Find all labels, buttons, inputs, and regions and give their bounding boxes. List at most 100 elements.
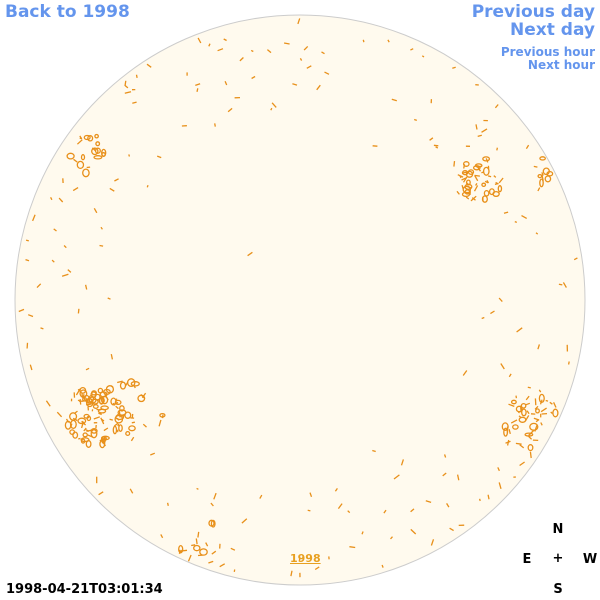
contour-mark [425, 500, 432, 504]
contour-mark [197, 37, 202, 44]
contour-mark [519, 461, 525, 467]
contour-mark [45, 400, 51, 407]
contour-mark [472, 165, 481, 171]
contour-mark [223, 38, 227, 42]
contour-mark [512, 424, 519, 430]
contour-mark [498, 482, 502, 489]
contour-mark [87, 135, 94, 142]
contour-mark [545, 399, 549, 402]
contour-mark [433, 144, 439, 147]
contour-mark [525, 402, 531, 406]
contour-mark [230, 547, 236, 551]
contour-mark [290, 570, 293, 577]
contour-mark [95, 141, 101, 147]
contour-mark [442, 472, 447, 477]
contour-mark [224, 81, 228, 86]
contour-mark [481, 128, 488, 133]
contour-mark [73, 410, 78, 415]
previous-day-link[interactable]: Previous day [471, 2, 595, 22]
contour-mark [525, 144, 530, 150]
contour-mark [462, 176, 468, 183]
back-to-year-link[interactable]: Back to 1998 [5, 2, 130, 22]
contour-mark [461, 171, 468, 174]
contour-mark [105, 385, 115, 394]
next-hour-link[interactable]: Next hour [527, 58, 595, 72]
contour-mark [178, 544, 184, 554]
contour-mark [96, 408, 101, 411]
contour-mark [100, 226, 103, 230]
contour-mark [99, 244, 104, 247]
contour-mark [77, 399, 81, 402]
contour-mark [214, 123, 216, 127]
contour-mark [400, 459, 405, 466]
contour-mark [383, 509, 387, 514]
contour-mark [270, 107, 273, 111]
contour-mark [122, 414, 125, 418]
contour-mark [410, 508, 415, 513]
previous-hour-link[interactable]: Previous hour [500, 45, 595, 59]
contour-mark [104, 393, 109, 401]
contour-mark [98, 397, 104, 405]
contour-mark [552, 408, 559, 418]
contour-mark [307, 509, 311, 512]
contour-mark [241, 518, 248, 524]
contour-mark [525, 395, 530, 401]
contour-mark [110, 397, 117, 406]
contour-mark [316, 84, 321, 91]
contour-mark [79, 389, 88, 398]
contour-mark [498, 297, 503, 303]
contour-mark [239, 57, 244, 62]
contour-mark [457, 174, 464, 178]
contour-mark [518, 410, 521, 414]
contour-mark [195, 83, 201, 87]
contour-mark [114, 178, 119, 182]
contour-mark [70, 423, 73, 427]
contour-mark [297, 18, 301, 25]
contour-mark [573, 257, 578, 261]
contour-mark [158, 419, 162, 427]
contour-mark [541, 172, 544, 176]
contour-mark [303, 45, 309, 51]
contour-mark [465, 170, 474, 178]
contour-mark [124, 91, 132, 94]
contour-mark [101, 440, 106, 447]
contour-mark [84, 284, 88, 290]
magnetic-contour-features [18, 18, 578, 578]
contour-mark [129, 488, 134, 494]
contour-mark [98, 412, 102, 416]
contour-mark [141, 392, 147, 399]
contour-mark [110, 353, 114, 360]
contour-mark [125, 430, 131, 437]
contour-mark [73, 158, 78, 163]
contour-mark [80, 154, 86, 161]
contour-mark [391, 98, 397, 102]
next-day-link[interactable]: Next day [510, 20, 595, 40]
contour-mark [135, 74, 138, 79]
contour-mark [465, 196, 470, 200]
contour-mark [208, 519, 215, 527]
contour-mark [321, 51, 325, 55]
year-link[interactable]: 1998 [290, 552, 321, 565]
contour-mark [452, 66, 456, 69]
contour-mark [18, 308, 25, 313]
contour-mark [498, 177, 504, 184]
contour-mark [372, 449, 376, 453]
contour-mark [109, 187, 115, 192]
contour-mark [180, 549, 188, 552]
contour-mark [475, 183, 478, 186]
contour-mark [93, 207, 98, 214]
contour-mark [538, 389, 542, 393]
contour-mark [130, 436, 135, 442]
contour-mark [490, 310, 495, 315]
contour-mark [131, 421, 136, 424]
contour-mark [477, 166, 482, 172]
contour-mark [505, 440, 511, 444]
contour-mark [518, 415, 522, 418]
contour-mark [538, 393, 545, 404]
contour-mark [463, 164, 466, 169]
contour-mark [25, 258, 30, 262]
contour-mark [133, 384, 136, 389]
contour-mark [553, 402, 557, 408]
contour-mark [29, 364, 33, 371]
